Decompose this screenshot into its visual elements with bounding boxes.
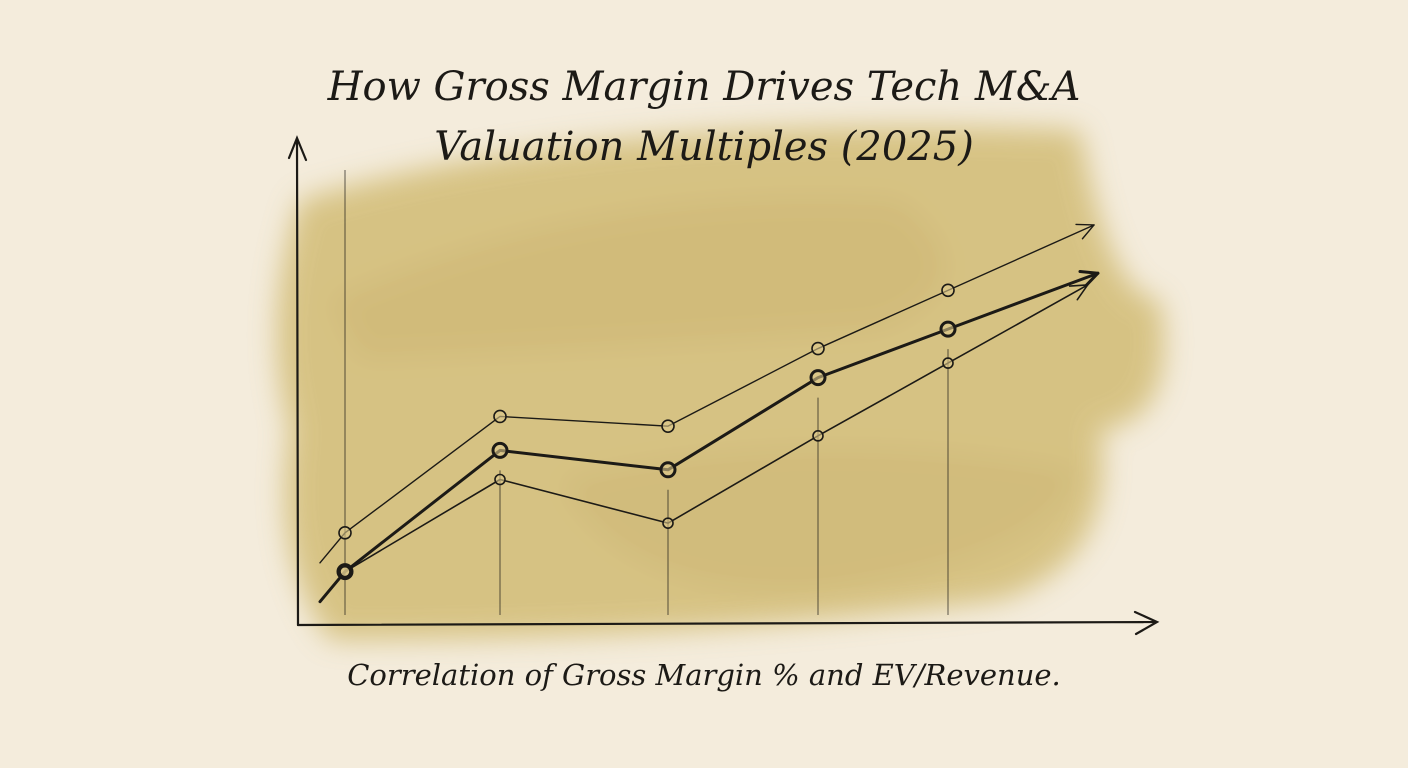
data-point	[939, 320, 957, 338]
chart-caption: Correlation of Gross Margin % and EV/Rev…	[347, 658, 1061, 692]
data-point	[811, 341, 825, 356]
watercolor-wash	[277, 126, 1165, 640]
data-point	[493, 409, 507, 424]
data-point	[812, 430, 824, 442]
data-point	[662, 517, 674, 529]
data-point	[661, 419, 675, 433]
data-point	[659, 461, 677, 479]
data-point	[809, 369, 827, 387]
data-point	[338, 526, 352, 540]
data-point	[339, 565, 351, 578]
chart-title-line-2: Valuation Multiples (2025)	[434, 124, 974, 170]
y-axis	[287, 135, 308, 627]
x-axis	[296, 610, 1160, 636]
trend-arrowhead-2	[1075, 223, 1095, 240]
data-point	[494, 473, 506, 486]
data-point	[942, 357, 954, 369]
trend-arrowhead-1	[1078, 270, 1100, 288]
data-point	[491, 441, 509, 459]
trend-arrowhead-3	[1068, 284, 1089, 301]
data-point	[941, 283, 955, 298]
chart-title-line-1: How Gross Margin Drives Tech M&A	[327, 64, 1081, 110]
